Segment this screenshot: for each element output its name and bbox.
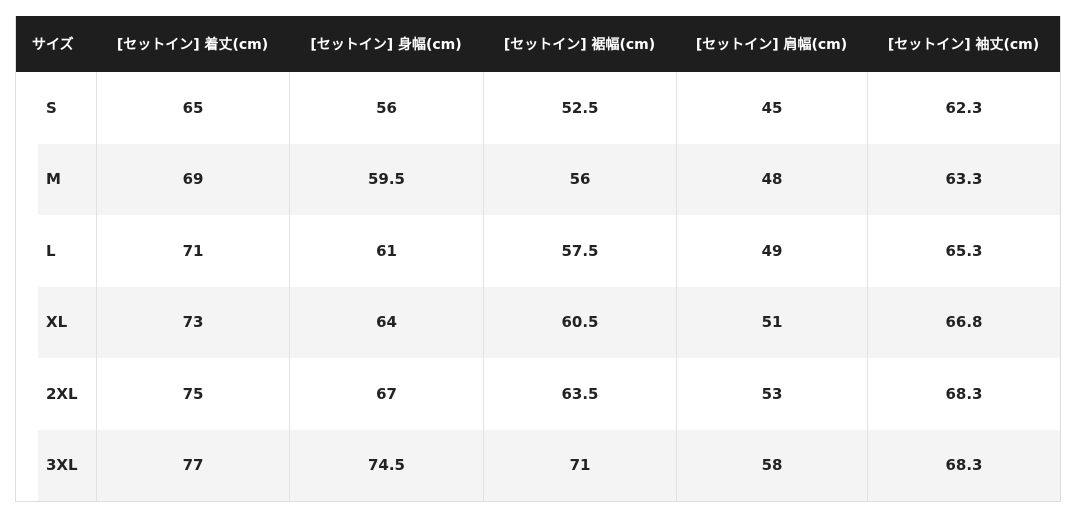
cell-size: L	[46, 241, 56, 260]
cell-shoulder-width: 53	[676, 358, 867, 430]
header-length: [セットイン] 着丈(cm)	[116, 37, 269, 53]
cell-length: 73	[96, 286, 289, 358]
cell-size: 3XL	[46, 456, 78, 475]
table-row: S 65 56 52.5 45 62.3	[16, 72, 1060, 144]
header-size: サイズ	[32, 37, 74, 53]
cell-shoulder-width: 49	[676, 215, 867, 287]
table-row: 2XL 75 67 63.5 53 68.3	[16, 358, 1060, 430]
cell-body-width: 74.5	[289, 429, 483, 501]
size-chart-table: サイズ [セットイン] 着丈(cm) [セットイン] 身幅(cm) [セットイン…	[15, 16, 1061, 502]
cell-length: 75	[96, 358, 289, 430]
cell-sleeve-length: 68.3	[867, 429, 1060, 501]
header-hem-width: [セットイン] 裾幅(cm)	[503, 37, 656, 53]
header-shoulder-width: [セットイン] 肩幅(cm)	[695, 37, 848, 53]
cell-body-width: 67	[289, 358, 483, 430]
cell-sleeve-length: 62.3	[867, 72, 1060, 144]
cell-hem-width: 71	[483, 429, 676, 501]
cell-size: M	[46, 170, 61, 189]
cell-hem-width: 56	[483, 143, 676, 215]
table-body: S 65 56 52.5 45 62.3 M 69 59.5 56 48 63.3 L 71 61 57.5 4…	[16, 72, 1060, 501]
cell-body-width: 59.5	[289, 143, 483, 215]
cell-size: S	[46, 98, 57, 117]
table-row: M 69 59.5 56 48 63.3	[16, 143, 1060, 215]
table-header: サイズ [セットイン] 着丈(cm) [セットイン] 身幅(cm) [セットイン…	[16, 16, 1060, 72]
cell-shoulder-width: 45	[676, 72, 867, 144]
cell-shoulder-width: 48	[676, 143, 867, 215]
cell-body-width: 61	[289, 215, 483, 287]
table-row: L 71 61 57.5 49 65.3	[16, 215, 1060, 287]
cell-hem-width: 52.5	[483, 72, 676, 144]
cell-sleeve-length: 66.8	[867, 286, 1060, 358]
cell-length: 71	[96, 215, 289, 287]
cell-body-width: 64	[289, 286, 483, 358]
cell-size: 2XL	[46, 384, 78, 403]
table-row: XL 73 64 60.5 51 66.8	[16, 286, 1060, 358]
cell-hem-width: 60.5	[483, 286, 676, 358]
cell-length: 65	[96, 72, 289, 144]
cell-body-width: 56	[289, 72, 483, 144]
cell-sleeve-length: 68.3	[867, 358, 1060, 430]
cell-hem-width: 63.5	[483, 358, 676, 430]
cell-size: XL	[46, 313, 68, 332]
cell-sleeve-length: 63.3	[867, 143, 1060, 215]
header-body-width: [セットイン] 身幅(cm)	[310, 37, 462, 53]
cell-sleeve-length: 65.3	[867, 215, 1060, 287]
cell-shoulder-width: 51	[676, 286, 867, 358]
table-row: 3XL 77 74.5 71 58 68.3	[16, 429, 1060, 501]
cell-length: 77	[96, 429, 289, 501]
cell-hem-width: 57.5	[483, 215, 676, 287]
cell-length: 69	[96, 143, 289, 215]
cell-shoulder-width: 58	[676, 429, 867, 501]
header-sleeve-length: [セットイン] 袖丈(cm)	[887, 37, 1040, 53]
